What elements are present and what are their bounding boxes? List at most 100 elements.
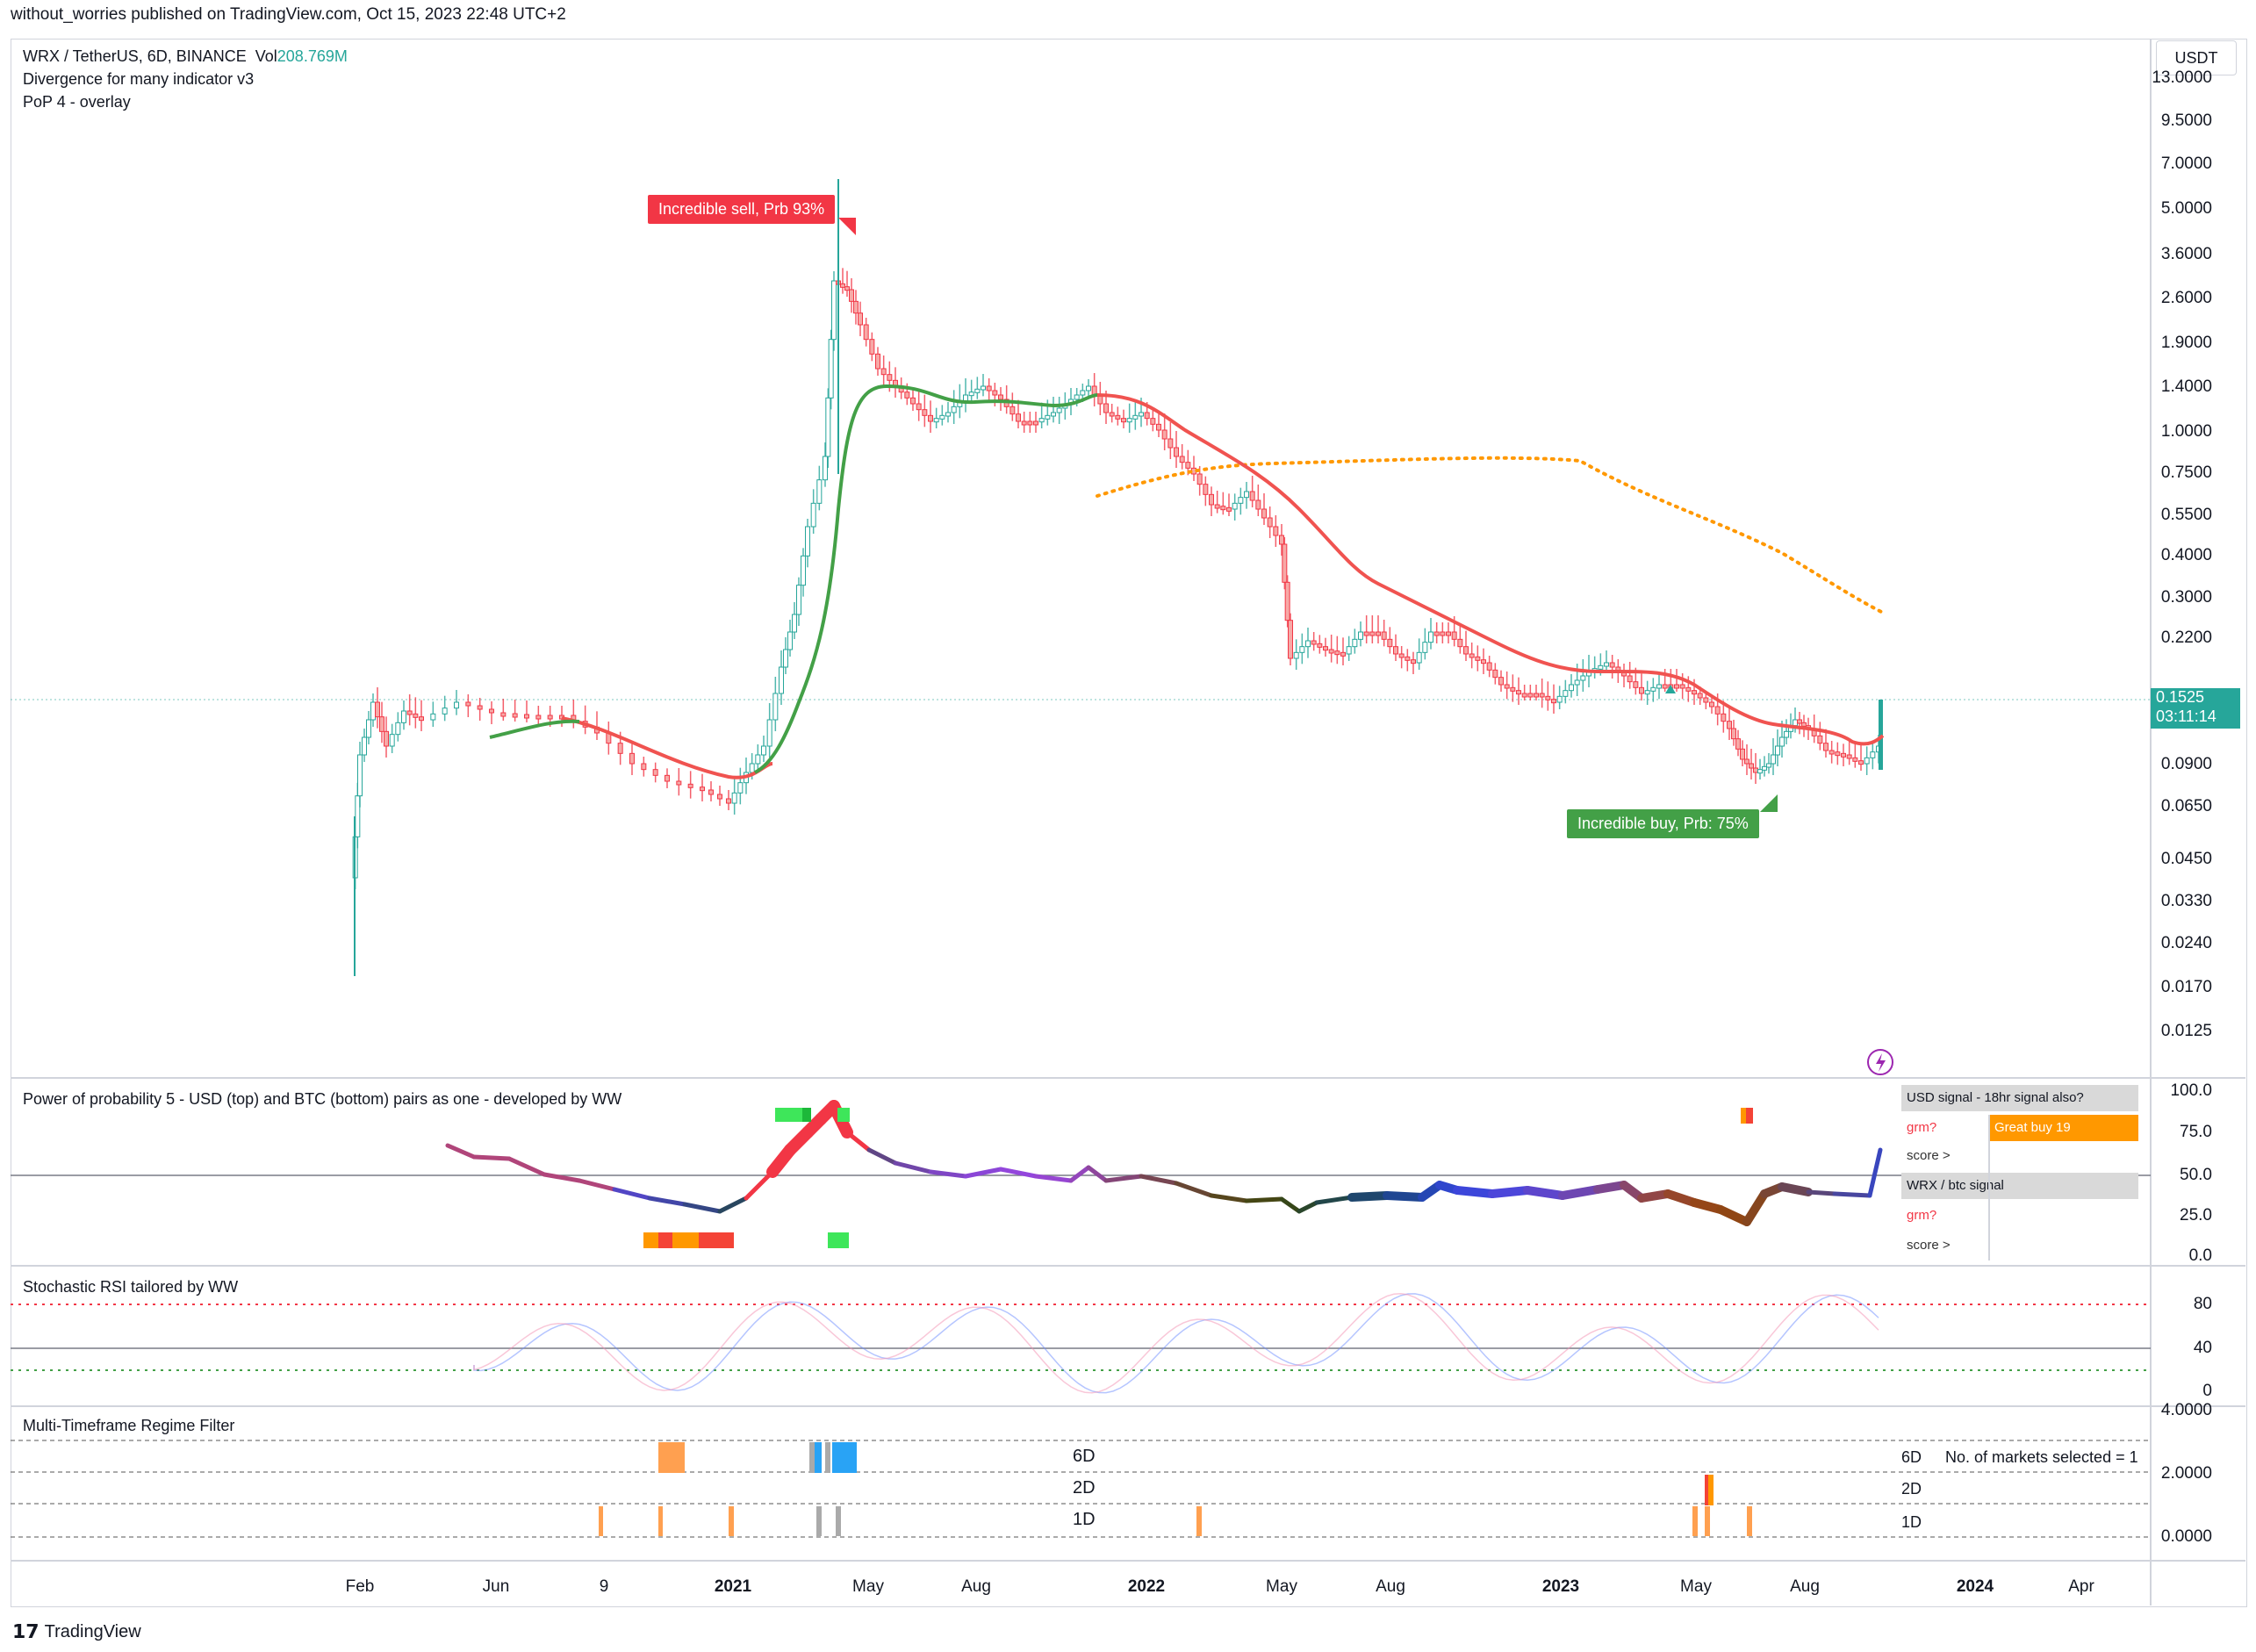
candle-body <box>1879 700 1883 770</box>
currency-button[interactable]: USDT <box>2156 40 2237 75</box>
candle-body <box>1446 631 1451 636</box>
candle-body <box>1633 681 1639 688</box>
pop-band-segment <box>1742 1189 1769 1226</box>
candle-body <box>1317 643 1323 648</box>
stoch-axis-80: 80 <box>2193 1295 2212 1313</box>
candle-body <box>395 722 401 736</box>
time-axis-label: 9 <box>599 1577 609 1596</box>
candle-body <box>1740 748 1745 760</box>
candle-body <box>849 289 854 302</box>
indicator-legend-pop4[interactable]: PoP 4 - overlay <box>23 93 131 111</box>
candle-body <box>1793 719 1798 727</box>
candle-body <box>1858 760 1864 765</box>
candle-body <box>1363 631 1369 636</box>
candle-body <box>863 324 869 341</box>
pop-band-segment <box>1033 1174 1074 1183</box>
candle-body <box>1261 508 1267 519</box>
pop-band-segment <box>844 1130 872 1153</box>
candle-body <box>1328 649 1334 654</box>
regime-pane-title[interactable]: Multi-Timeframe Regime Filter <box>23 1417 235 1434</box>
candle-body <box>869 339 875 355</box>
candle-body <box>981 385 986 391</box>
candle-body <box>1457 638 1463 648</box>
candle-body <box>1376 631 1381 636</box>
indicator-legend-divergence[interactable]: Divergence for many indicator v3 <box>23 70 255 88</box>
candle-body <box>1056 407 1062 413</box>
price-axis-label: 2.6000 <box>2160 289 2212 307</box>
candle-body <box>1393 646 1398 655</box>
candle-body <box>1574 679 1580 686</box>
candle-body <box>1405 656 1411 661</box>
candle-body <box>939 414 945 420</box>
candle-body <box>1598 664 1604 670</box>
candle-body <box>1650 686 1656 692</box>
symbol-legend[interactable]: WRX / TetherUS, 6D, BINANCE Vol208.769M <box>23 47 348 66</box>
candle-body <box>887 374 893 381</box>
candle-body <box>1196 473 1203 485</box>
candle-body <box>783 649 788 668</box>
buy-signal-label: Incredible buy, Prb: 75% <box>1567 809 1759 838</box>
candlestick-series <box>352 179 1883 976</box>
pop-band-segment <box>1347 1191 1391 1202</box>
candle-body <box>1411 659 1416 664</box>
candle-body <box>1475 656 1481 661</box>
pop-band-segment <box>445 1143 477 1160</box>
candle-body <box>766 719 772 747</box>
pop-band-segment <box>1488 1186 1532 1198</box>
pop-pane-title[interactable]: Power of probability 5 - USD (top) and B… <box>23 1090 622 1108</box>
candle-body <box>1168 438 1174 449</box>
candle-body <box>1220 506 1226 511</box>
candle-body <box>963 394 968 402</box>
time-axis-label: Aug <box>961 1577 991 1596</box>
usd-signal-header: USD signal - 18hr signal also? <box>1901 1085 2138 1111</box>
candle-body <box>1340 651 1346 657</box>
regime-axis-0: 0.0000 <box>2160 1527 2212 1546</box>
candle-body <box>880 368 887 376</box>
pop-band-segment <box>1244 1196 1284 1203</box>
candle-body <box>1156 423 1161 431</box>
pop-band-segment <box>1663 1189 1699 1207</box>
candle-body <box>1463 646 1469 655</box>
candle-body <box>1870 751 1876 758</box>
pop-band-segment <box>507 1156 547 1177</box>
candle-body <box>875 353 880 370</box>
lightning-icon[interactable] <box>1867 1049 1893 1075</box>
pop-band-segment <box>612 1187 652 1201</box>
regime-row-2d: 2D <box>1073 1478 1096 1498</box>
candle-body <box>500 712 507 717</box>
pop-axis-100: 100.0 <box>2170 1081 2212 1100</box>
candle-body <box>1387 638 1393 648</box>
candle-body <box>1293 651 1299 659</box>
candle-body <box>1674 684 1679 689</box>
footer-brand[interactable]: 𝟭𝟳 TradingView <box>12 1620 141 1643</box>
main-chart-pane[interactable] <box>11 39 2247 1607</box>
time-axis-label: Jun <box>482 1577 510 1596</box>
time-axis-label: May <box>1266 1577 1297 1596</box>
pop-band-segment <box>963 1167 1003 1179</box>
time-axis-label: May <box>852 1577 884 1596</box>
symbol-name: WRX / TetherUS, 6D, BINANCE <box>23 47 247 65</box>
candle-body <box>1086 385 1091 391</box>
candle-body <box>1346 646 1352 655</box>
candle-body <box>641 763 647 771</box>
pop-band-segment <box>1383 1191 1426 1202</box>
price-axis-label: 1.0000 <box>2160 422 2212 441</box>
candle-body <box>844 286 850 291</box>
stoch-pane-title[interactable]: Stochastic RSI tailored by WW <box>23 1278 239 1296</box>
candle-body <box>1744 758 1749 765</box>
candle-body <box>379 716 384 732</box>
candle-body <box>1038 418 1045 423</box>
candle-body <box>1545 695 1551 700</box>
candle-body <box>1305 640 1311 648</box>
ma-red-line <box>561 393 1885 779</box>
candle-body <box>1775 745 1780 756</box>
candle-body <box>430 713 436 721</box>
candle-body <box>1161 429 1168 440</box>
price-axis-label: 13.0000 <box>2152 68 2212 87</box>
regime-right-2d: 2D <box>1901 1480 1922 1498</box>
candle-body <box>1841 752 1846 758</box>
candle-body <box>1080 390 1086 396</box>
pop-band-segment <box>1806 1189 1837 1196</box>
candle-body <box>362 736 367 756</box>
